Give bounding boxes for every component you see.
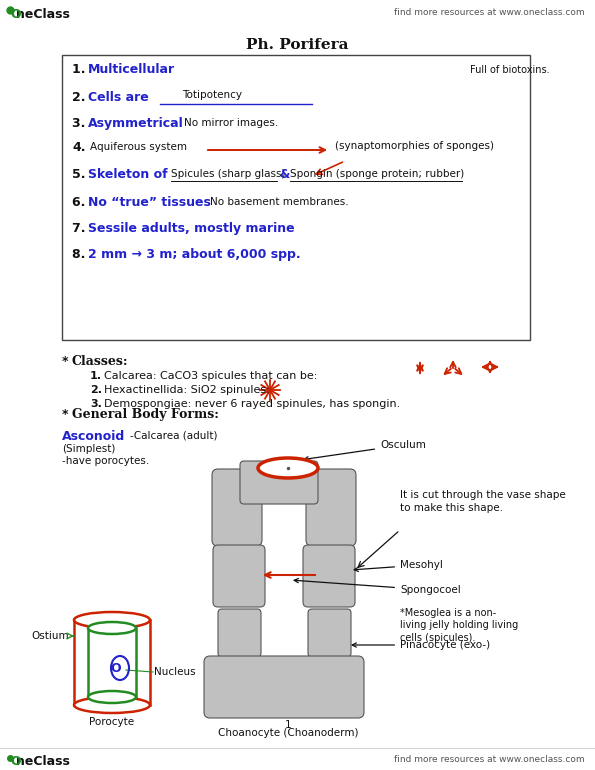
Text: Cells are: Cells are xyxy=(88,91,149,104)
Text: Spongocoel: Spongocoel xyxy=(294,578,461,595)
Text: Aquiferous system: Aquiferous system xyxy=(90,142,187,152)
Text: Mesohyl: Mesohyl xyxy=(354,560,443,571)
Text: Skeleton of: Skeleton of xyxy=(88,168,168,181)
Text: It is cut through the vase shape
to make this shape.: It is cut through the vase shape to make… xyxy=(400,490,566,513)
Text: 7.: 7. xyxy=(72,222,90,235)
Text: General Body Forms:: General Body Forms: xyxy=(72,408,219,421)
Text: Multicellular: Multicellular xyxy=(88,63,175,76)
Text: -have porocytes.: -have porocytes. xyxy=(62,456,149,466)
Text: &: & xyxy=(279,168,289,181)
Ellipse shape xyxy=(258,458,318,478)
Text: 8.: 8. xyxy=(72,248,90,261)
Text: O: O xyxy=(111,661,121,675)
Text: Asconoid: Asconoid xyxy=(62,430,126,443)
Text: 1.: 1. xyxy=(90,371,102,381)
Text: 1.: 1. xyxy=(72,63,90,76)
Text: Ph. Porifera: Ph. Porifera xyxy=(246,38,348,52)
Text: No “true” tissues: No “true” tissues xyxy=(88,196,211,209)
Text: Osculum: Osculum xyxy=(304,440,426,461)
FancyBboxPatch shape xyxy=(303,545,355,607)
Text: Spongin (sponge protein; rubber): Spongin (sponge protein; rubber) xyxy=(290,169,464,179)
Text: -Calcarea (adult): -Calcarea (adult) xyxy=(130,430,218,440)
Text: Calcarea: CaCO3 spicules that can be:: Calcarea: CaCO3 spicules that can be: xyxy=(104,371,317,381)
Text: 2 mm → 3 m; about 6,000 spp.: 2 mm → 3 m; about 6,000 spp. xyxy=(88,248,300,261)
Text: neClass: neClass xyxy=(16,8,70,21)
Text: (Simplest): (Simplest) xyxy=(62,444,115,454)
Text: Hexactinellida: SiO2 spinules:: Hexactinellida: SiO2 spinules: xyxy=(104,385,270,395)
Text: No basement membranes.: No basement membranes. xyxy=(210,197,349,207)
Text: 2.: 2. xyxy=(90,385,102,395)
Text: Spicules (sharp glass): Spicules (sharp glass) xyxy=(171,169,286,179)
Ellipse shape xyxy=(88,622,136,634)
Text: 1: 1 xyxy=(284,720,292,730)
FancyBboxPatch shape xyxy=(213,545,265,607)
Text: Pinacocyte (exo-): Pinacocyte (exo-) xyxy=(352,640,490,650)
Text: Porocyte: Porocyte xyxy=(89,717,134,727)
Text: 5.: 5. xyxy=(72,168,90,181)
Bar xyxy=(62,55,530,340)
Text: find more resources at www.oneclass.com: find more resources at www.oneclass.com xyxy=(394,755,585,764)
Text: 3.: 3. xyxy=(90,399,102,409)
FancyBboxPatch shape xyxy=(306,469,356,546)
Text: *Mesoglea is a non-
living jelly holding living
cells (spicules).: *Mesoglea is a non- living jelly holding… xyxy=(400,608,518,643)
Text: No mirror images.: No mirror images. xyxy=(184,118,278,128)
Text: O: O xyxy=(10,755,21,768)
Text: find more resources at www.oneclass.com: find more resources at www.oneclass.com xyxy=(394,8,585,17)
Text: 2.: 2. xyxy=(72,91,90,104)
Text: 4.: 4. xyxy=(72,141,86,154)
Text: Asymmetrical: Asymmetrical xyxy=(88,117,184,130)
Text: Sessile adults, mostly marine: Sessile adults, mostly marine xyxy=(88,222,295,235)
Text: *: * xyxy=(62,408,73,421)
Text: (synaptomorphies of sponges): (synaptomorphies of sponges) xyxy=(335,141,494,151)
Text: O: O xyxy=(10,8,21,21)
FancyBboxPatch shape xyxy=(308,609,351,657)
Ellipse shape xyxy=(88,691,136,703)
Text: Nucleus: Nucleus xyxy=(154,667,196,677)
Ellipse shape xyxy=(74,697,150,713)
Text: Classes:: Classes: xyxy=(72,355,129,368)
FancyBboxPatch shape xyxy=(204,656,364,718)
Text: Demospongiae: never 6 rayed spinules, has spongin.: Demospongiae: never 6 rayed spinules, ha… xyxy=(104,399,400,409)
Text: Ostium: Ostium xyxy=(32,631,69,641)
FancyBboxPatch shape xyxy=(212,469,262,546)
Ellipse shape xyxy=(74,612,150,628)
Text: 3.: 3. xyxy=(72,117,90,130)
FancyBboxPatch shape xyxy=(218,609,261,657)
Text: Full of biotoxins.: Full of biotoxins. xyxy=(470,65,550,75)
Text: Choanocyte (Choanoderm): Choanocyte (Choanoderm) xyxy=(218,728,358,738)
Text: *: * xyxy=(62,355,73,368)
Text: Totipotency: Totipotency xyxy=(182,90,242,100)
FancyBboxPatch shape xyxy=(240,461,318,504)
Text: neClass: neClass xyxy=(16,755,70,768)
Text: 6.: 6. xyxy=(72,196,90,209)
